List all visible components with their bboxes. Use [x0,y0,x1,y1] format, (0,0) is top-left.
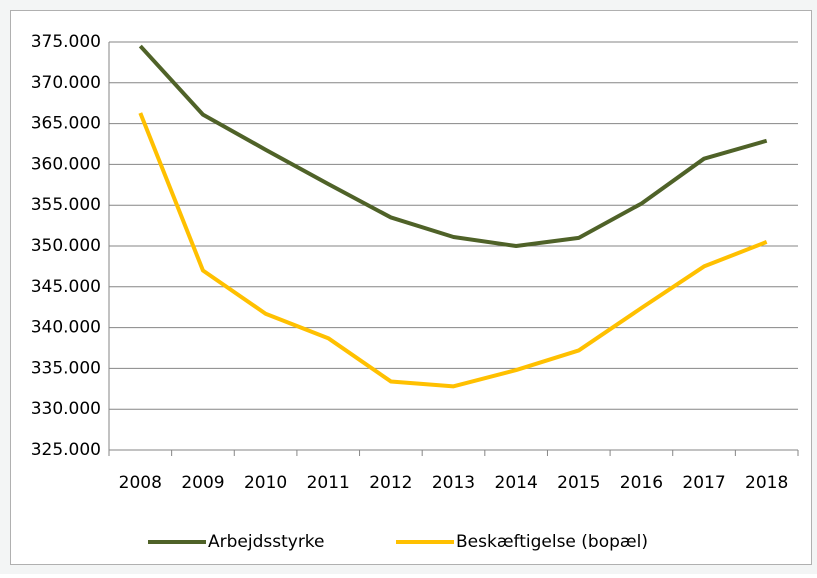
x-tick-label: 2017 [682,473,725,493]
x-tick-label: 2011 [307,473,350,493]
chart-frame [10,10,812,565]
y-tick-label: 375.000 [31,32,101,52]
y-tick-label: 330.000 [31,399,101,419]
legend-label: Beskæftigelse (bopæl) [456,532,648,552]
x-tick-label: 2008 [119,473,162,493]
y-tick-label: 335.000 [31,358,101,378]
y-tick-label: 345.000 [31,277,101,297]
y-tick-label: 350.000 [31,236,101,256]
x-tick-label: 2013 [432,473,475,493]
x-tick-label: 2012 [369,473,412,493]
series-line [138,44,768,248]
y-tick-label: 360.000 [31,154,101,174]
y-tick-label: 340.000 [31,318,101,338]
y-tick-label: 325.000 [31,440,101,460]
x-tick-label: 2015 [557,473,600,493]
x-tick-label: 2018 [745,473,788,493]
x-tick-label: 2009 [181,473,224,493]
y-tick-label: 370.000 [31,73,101,93]
y-tick-label: 355.000 [31,195,101,215]
x-tick-label: 2016 [620,473,663,493]
legend-label: Arbejdsstyrke [208,532,325,552]
y-tick-label: 365.000 [31,114,101,134]
x-tick-label: 2014 [495,473,538,493]
series-line [138,112,768,389]
x-tick-label: 2010 [244,473,287,493]
